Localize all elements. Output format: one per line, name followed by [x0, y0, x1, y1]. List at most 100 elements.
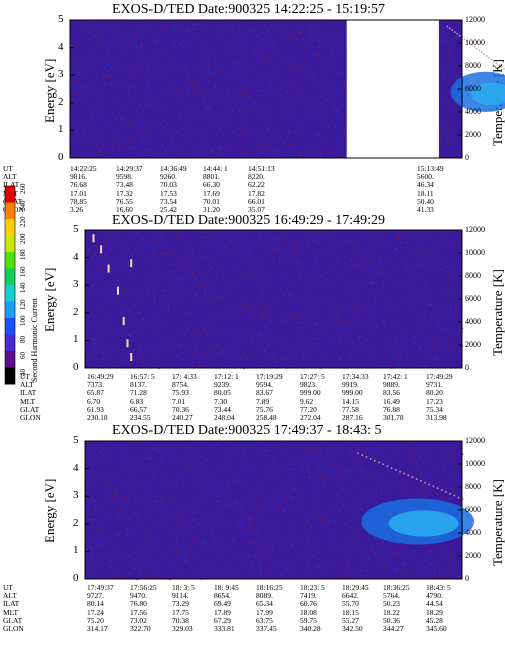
noise-pixel	[307, 535, 309, 537]
noise-pixel	[295, 240, 297, 242]
orbit-value: 77.58	[342, 404, 359, 414]
noise-pixel	[123, 462, 125, 464]
noise-pixel	[345, 329, 347, 331]
noise-pixel	[290, 445, 292, 447]
noise-pixel	[96, 57, 98, 59]
noise-pixel	[241, 274, 244, 276]
noise-pixel	[148, 457, 150, 459]
panel-2-ylabel: Energy [eV]	[42, 267, 57, 332]
noise-pixel	[247, 59, 249, 61]
noise-pixel	[454, 575, 456, 577]
orbit-value: 301.78	[383, 413, 404, 422]
noise-pixel	[343, 488, 345, 490]
noise-pixel	[152, 364, 154, 366]
noise-pixel	[87, 250, 89, 252]
noise-pixel	[180, 277, 182, 279]
noise-pixel	[123, 348, 125, 350]
noise-pixel	[299, 261, 301, 263]
noise-pixel	[245, 513, 248, 515]
noise-pixel	[203, 139, 205, 141]
noise-pixel	[77, 46, 79, 48]
noise-pixel	[138, 232, 140, 234]
noise-pixel	[390, 273, 392, 276]
noise-pixel	[446, 132, 448, 134]
noise-pixel	[397, 235, 399, 237]
noise-pixel	[427, 556, 429, 558]
noise-pixel	[187, 451, 189, 454]
noise-pixel	[195, 571, 197, 573]
orbit-row-label: ILAT	[3, 180, 20, 190]
noise-pixel	[294, 568, 296, 570]
noise-pixel	[135, 45, 137, 47]
noise-pixel	[115, 489, 117, 491]
noise-pixel	[349, 520, 351, 522]
noise-pixel	[297, 346, 299, 348]
noise-pixel	[146, 30, 148, 32]
noise-pixel	[305, 149, 307, 151]
energy-point	[100, 245, 103, 254]
noise-pixel	[331, 266, 333, 268]
noise-pixel	[271, 44, 273, 46]
noise-pixel	[360, 474, 362, 476]
noise-pixel	[259, 243, 261, 245]
noise-pixel	[131, 565, 133, 567]
orbit-value: 41.33	[417, 205, 434, 214]
temperature-point	[415, 478, 418, 480]
noise-pixel	[233, 574, 235, 576]
noise-pixel	[453, 105, 455, 108]
noise-pixel	[306, 543, 308, 545]
noise-pixel	[215, 332, 217, 334]
noise-pixel	[173, 23, 175, 25]
noise-pixel	[171, 139, 173, 141]
noise-pixel	[82, 131, 84, 133]
noise-pixel	[90, 337, 93, 339]
noise-pixel	[351, 577, 353, 579]
noise-pixel	[273, 461, 275, 463]
noise-pixel	[198, 34, 200, 36]
noise-pixel	[334, 302, 336, 304]
noise-pixel	[402, 283, 404, 286]
noise-pixel	[401, 333, 403, 335]
noise-pixel	[256, 540, 258, 542]
noise-pixel	[239, 255, 241, 257]
noise-pixel	[129, 232, 131, 235]
noise-pixel	[86, 331, 88, 333]
noise-pixel	[208, 107, 211, 109]
noise-pixel	[207, 270, 210, 272]
noise-pixel	[368, 313, 370, 315]
noise-pixel	[128, 73, 130, 75]
noise-pixel	[265, 350, 267, 352]
noise-pixel	[409, 249, 411, 251]
orbit-value: 17.53	[160, 188, 177, 198]
orbit-value: 14:22:25	[70, 164, 97, 173]
temperature-point	[436, 487, 439, 489]
orbit-value: 14.15	[342, 396, 359, 406]
noise-pixel	[297, 33, 299, 35]
noise-pixel	[172, 273, 174, 275]
noise-pixel	[341, 146, 343, 148]
noise-pixel	[199, 41, 201, 43]
noise-pixel	[94, 24, 96, 26]
noise-pixel	[443, 75, 446, 77]
noise-pixel	[104, 41, 106, 44]
noise-pixel	[227, 481, 229, 483]
noise-pixel	[364, 459, 366, 461]
noise-pixel	[120, 506, 122, 508]
noise-pixel	[237, 59, 239, 61]
noise-pixel	[217, 233, 219, 235]
orbit-value: 55.70	[342, 599, 359, 609]
noise-pixel	[185, 28, 187, 31]
noise-pixel	[170, 271, 172, 273]
noise-pixel	[413, 456, 415, 458]
noise-pixel	[153, 448, 156, 450]
orbit-value: 234.55	[130, 413, 151, 422]
noise-pixel	[374, 296, 376, 298]
noise-pixel	[372, 547, 374, 549]
noise-pixel	[93, 141, 95, 143]
noise-pixel	[171, 142, 173, 144]
noise-pixel	[176, 235, 178, 237]
noise-pixel	[264, 545, 266, 547]
noise-pixel	[309, 303, 311, 305]
temperature-point	[432, 485, 435, 488]
noise-pixel	[299, 152, 301, 154]
